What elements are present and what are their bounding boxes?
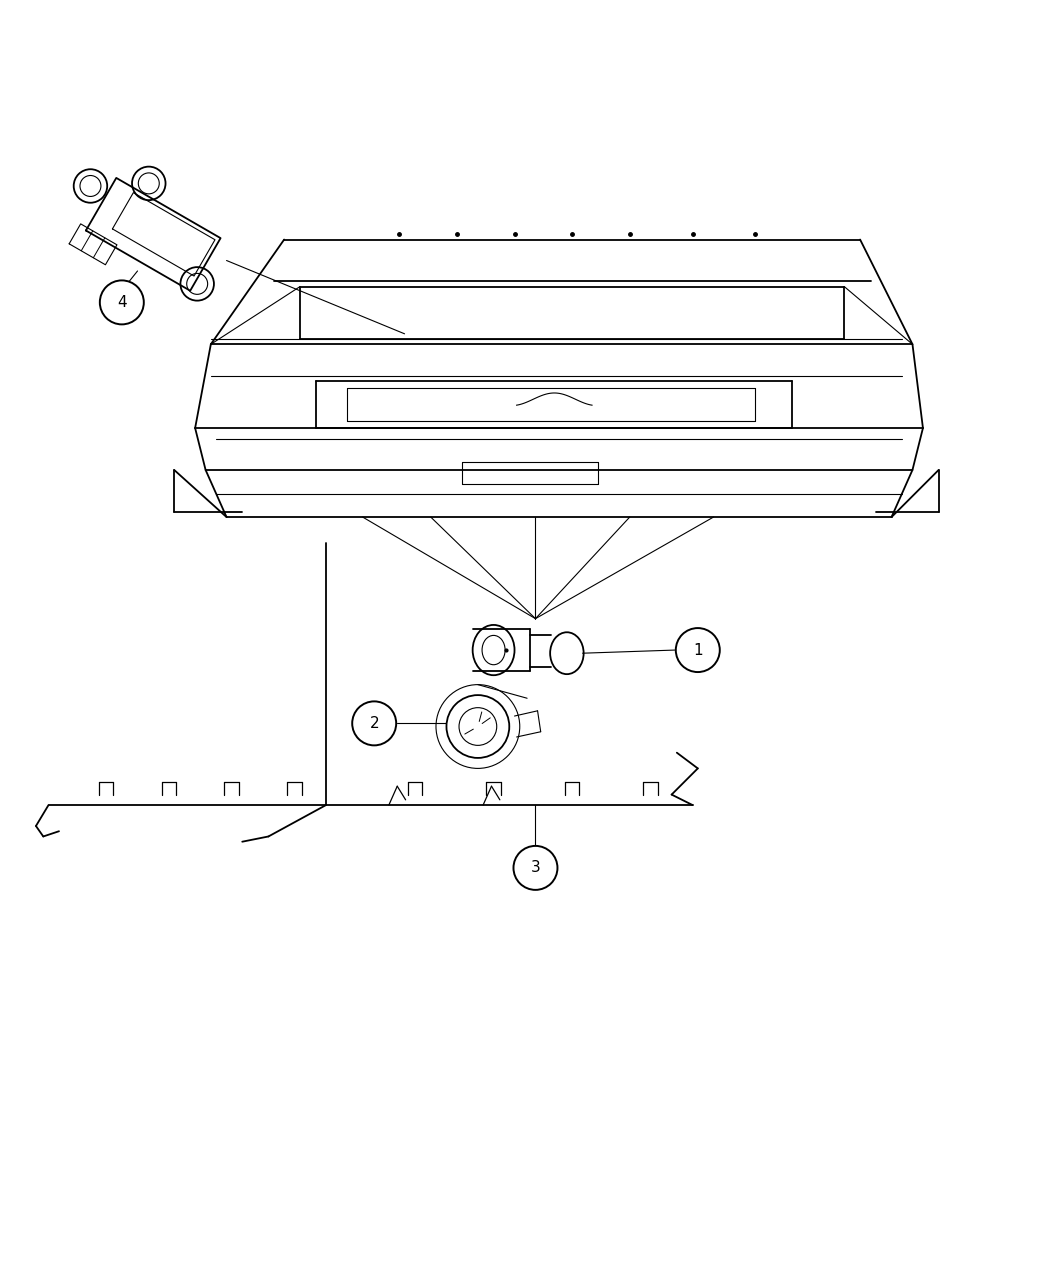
Text: 2: 2 [370, 715, 379, 731]
Circle shape [513, 845, 558, 890]
Circle shape [100, 280, 144, 324]
Circle shape [352, 701, 396, 746]
Text: 1: 1 [693, 643, 702, 658]
Text: 4: 4 [117, 295, 127, 310]
Circle shape [676, 629, 720, 672]
Text: 3: 3 [530, 861, 541, 876]
